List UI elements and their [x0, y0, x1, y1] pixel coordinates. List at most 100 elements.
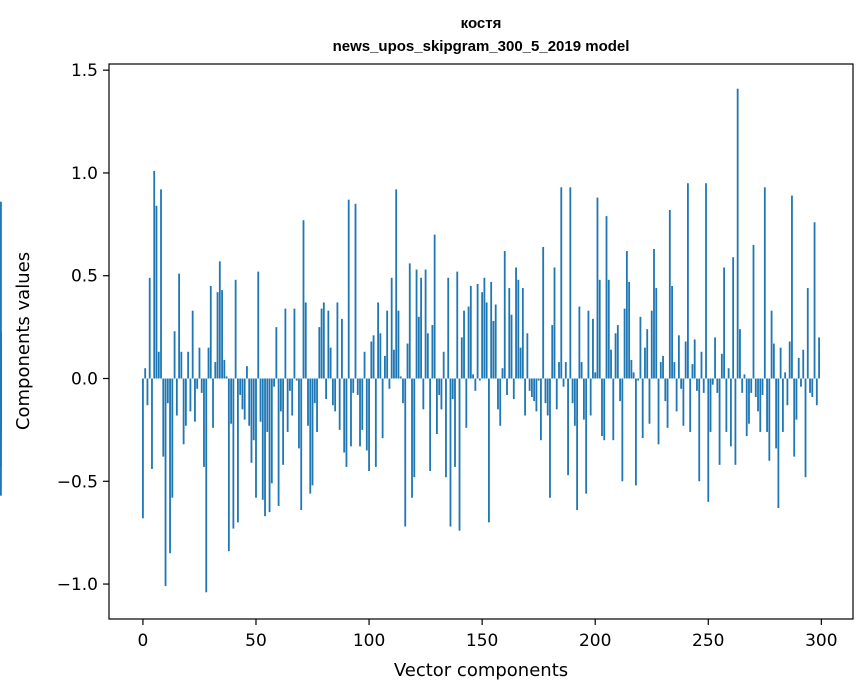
- bar-72: [304, 302, 307, 379]
- bar-175: [537, 378, 540, 381]
- bar-193: [578, 306, 581, 379]
- bar-141: [460, 337, 463, 379]
- bar-113: [397, 310, 400, 379]
- bar-233: [668, 209, 671, 379]
- bar-255: [718, 378, 721, 465]
- bar-62: [282, 378, 285, 465]
- bar-98: [363, 351, 366, 379]
- bar-292: [802, 349, 805, 379]
- bar-0: [142, 378, 144, 519]
- bar-39: [230, 378, 233, 424]
- bar-73: [307, 378, 309, 426]
- bar-5: [153, 170, 156, 379]
- bar-8: [160, 189, 162, 379]
- bar-221: [641, 378, 644, 439]
- bar-148: [476, 283, 479, 379]
- bar-243: [691, 364, 694, 379]
- bar-27: [203, 378, 205, 467]
- bar-127: [429, 378, 432, 471]
- x-tick-label: 250: [692, 631, 724, 651]
- bar-130: [436, 378, 438, 434]
- bar-12: [169, 378, 171, 554]
- bar-110: [390, 277, 393, 379]
- bar-126: [426, 333, 429, 379]
- bar-50: [255, 378, 257, 498]
- bar-81: [325, 378, 327, 400]
- x-tick-label: 50: [245, 631, 267, 651]
- bar-220: [639, 316, 642, 379]
- bar-61: [279, 378, 282, 412]
- y-tick-label: 1.5: [71, 61, 98, 81]
- bar-293: [804, 378, 807, 478]
- bar-209: [614, 333, 617, 379]
- bar-90: [345, 378, 348, 467]
- chart-title: костя: [461, 15, 502, 32]
- bar-259: [727, 368, 730, 379]
- bar-298: [815, 378, 818, 406]
- bar-247: [700, 351, 703, 379]
- bar-76: [313, 378, 316, 404]
- bar-264: [739, 329, 741, 379]
- bar-57: [270, 378, 273, 484]
- bar-47: [248, 378, 251, 426]
- bar-7: [157, 351, 160, 379]
- bar-170: [526, 333, 529, 379]
- bar-54: [264, 378, 266, 517]
- bar-10: [164, 378, 167, 587]
- bar-83: [329, 347, 332, 379]
- bar-24: [196, 378, 199, 389]
- bar-115: [402, 378, 404, 404]
- bar-112: [395, 189, 398, 379]
- bar-228: [657, 378, 660, 445]
- bar-285: [786, 378, 789, 406]
- bar-283: [781, 378, 784, 432]
- bar-34: [218, 261, 221, 379]
- bar-172: [530, 378, 533, 397]
- bar-173: [533, 378, 536, 402]
- bar-156: [494, 304, 497, 379]
- bar-78: [318, 327, 321, 379]
- bar-97: [361, 378, 364, 430]
- bar-211: [619, 378, 621, 402]
- bar-168: [521, 288, 524, 379]
- bar-229: [659, 362, 662, 379]
- bar-20: [187, 351, 190, 379]
- bar-123: [420, 277, 422, 379]
- bar-164: [512, 378, 515, 400]
- bar-280: [775, 378, 778, 449]
- bar-92: [350, 378, 352, 447]
- bar-70: [300, 378, 303, 511]
- bar-157: [497, 378, 499, 410]
- bar-166: [517, 279, 520, 379]
- bar-216: [630, 360, 633, 379]
- bar-96: [359, 378, 361, 447]
- bar-9: [162, 378, 165, 457]
- bar-69: [298, 378, 300, 449]
- bar-86: [336, 302, 339, 379]
- bar-35: [221, 290, 223, 379]
- bar-260: [729, 378, 732, 447]
- plot-frame: [108, 63, 854, 620]
- bar-201: [596, 197, 599, 379]
- bar-111: [393, 349, 395, 379]
- bar-167: [519, 347, 522, 379]
- y-axis-label: Components values: [13, 252, 34, 430]
- bar-125: [424, 269, 427, 379]
- bar-22: [191, 310, 194, 379]
- bar-190: [571, 378, 574, 404]
- bar-106: [381, 378, 384, 439]
- bar-94: [354, 203, 357, 379]
- bar-58: [273, 378, 275, 387]
- bar-56: [268, 378, 271, 513]
- bar-91: [347, 199, 350, 379]
- bar-36: [223, 360, 226, 379]
- bar-202: [598, 279, 601, 379]
- bar-269: [750, 378, 753, 393]
- bar-128: [431, 325, 434, 379]
- bar-162: [508, 288, 511, 379]
- bar-218: [635, 378, 637, 486]
- bar-289: [795, 378, 798, 420]
- bar-246: [698, 378, 701, 482]
